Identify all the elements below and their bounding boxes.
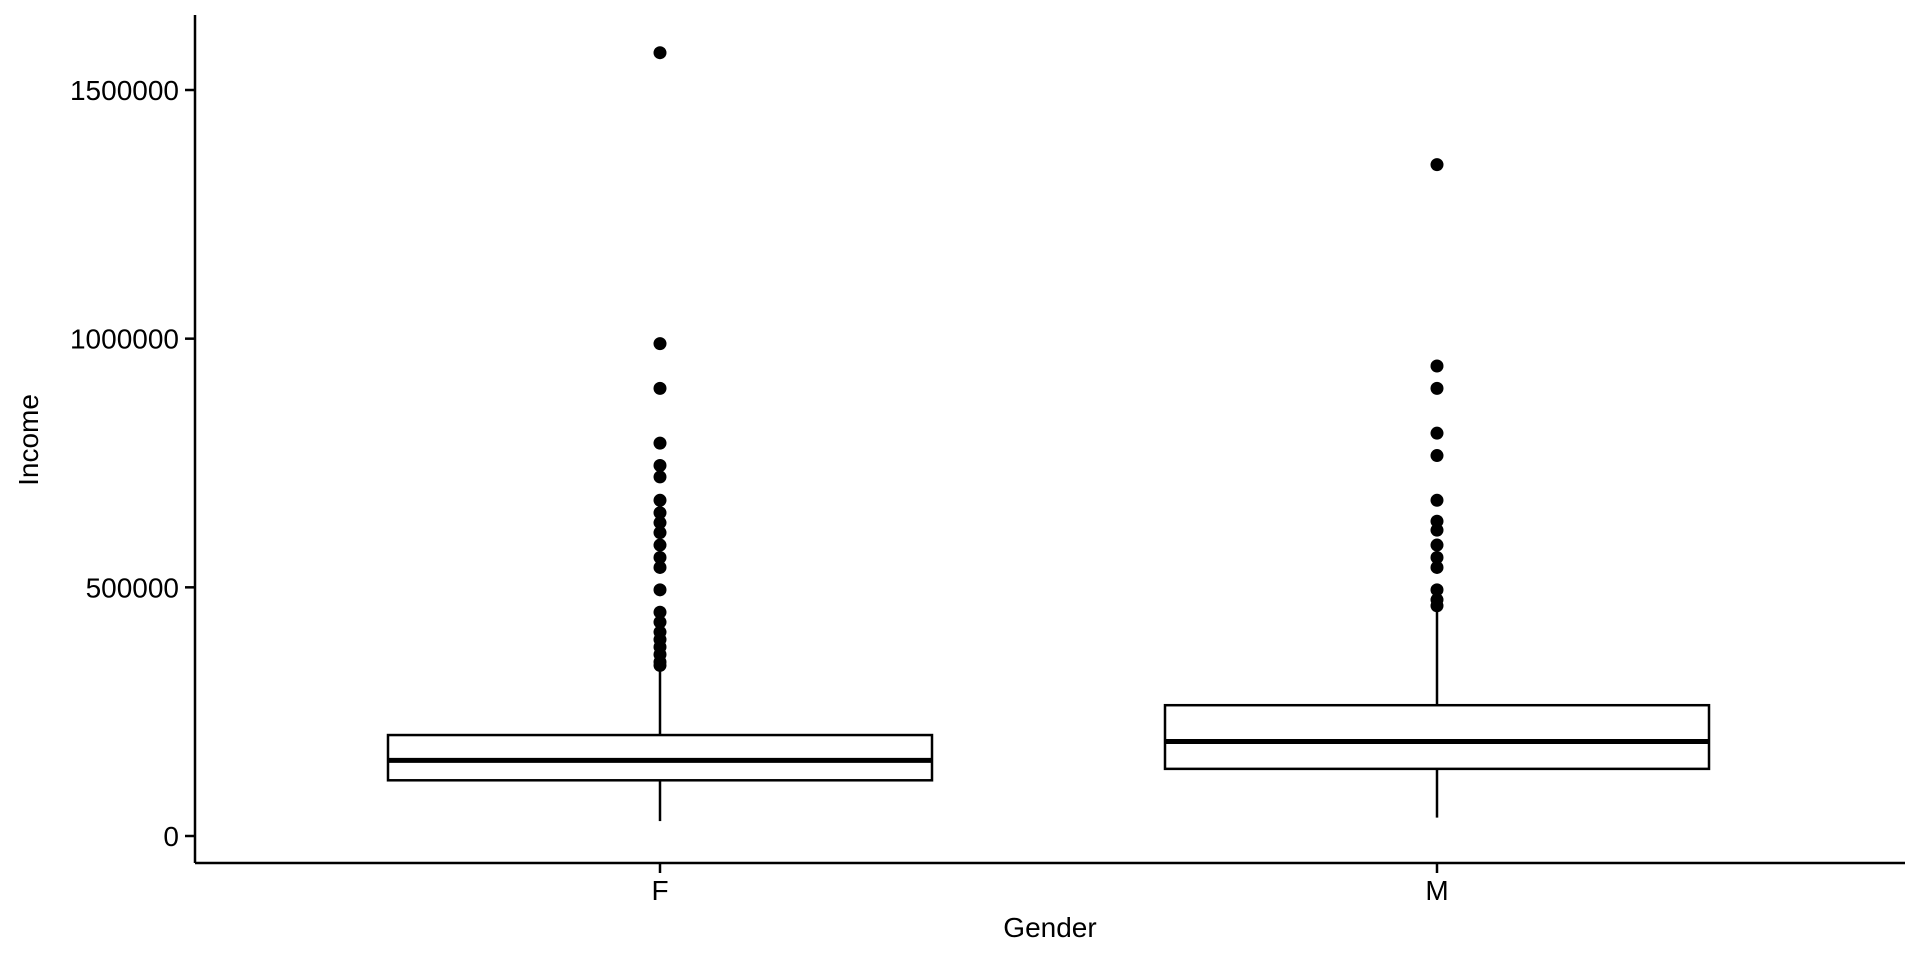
outlier-point (1430, 550, 1444, 564)
outlier-point (1430, 599, 1444, 613)
outlier-point (653, 46, 667, 60)
outlier-point (1430, 449, 1444, 463)
outlier-point (653, 658, 667, 672)
x-tick-label: M (1425, 875, 1448, 906)
outlier-point (653, 470, 667, 484)
outlier-point (653, 506, 667, 520)
iqr-box (386, 733, 934, 782)
outlier-point (653, 436, 667, 450)
outlier-point (1430, 426, 1444, 440)
iqr-box (1163, 703, 1711, 771)
y-tick-label: 500000 (86, 572, 179, 603)
outlier-point (1430, 493, 1444, 507)
outlier-point (653, 560, 667, 574)
y-tick-label: 1500000 (70, 75, 179, 106)
outlier-point (653, 526, 667, 540)
outlier-point (1430, 514, 1444, 528)
outlier-point (653, 493, 667, 507)
outlier-point (653, 381, 667, 395)
outlier-point (653, 605, 667, 619)
outlier-point (653, 458, 667, 472)
outlier-point (1430, 523, 1444, 537)
outlier-point (1430, 158, 1444, 172)
y-ticks: 0 500000 1000000 1500000 (70, 75, 195, 852)
boxes-layer (386, 46, 1711, 822)
outlier-point (653, 516, 667, 530)
y-tick-label: 0 (163, 821, 179, 852)
outlier-point (1430, 381, 1444, 395)
outlier-point (653, 550, 667, 564)
outlier-point (653, 337, 667, 351)
outlier-point (653, 583, 667, 597)
x-tick-label: F (651, 875, 668, 906)
y-tick-label: 1000000 (70, 324, 179, 355)
outlier-point (653, 538, 667, 552)
outlier-point (1430, 538, 1444, 552)
x-axis-title: Gender (1003, 912, 1096, 943)
outlier-point (1430, 583, 1444, 597)
y-axis-title: Income (13, 394, 44, 486)
outlier-point (1430, 359, 1444, 373)
box-M (1163, 158, 1711, 818)
y-axis: 0 500000 1000000 1500000 (70, 15, 197, 863)
box-F (386, 46, 934, 822)
outlier-point (1430, 560, 1444, 574)
outlier-point (653, 615, 667, 629)
